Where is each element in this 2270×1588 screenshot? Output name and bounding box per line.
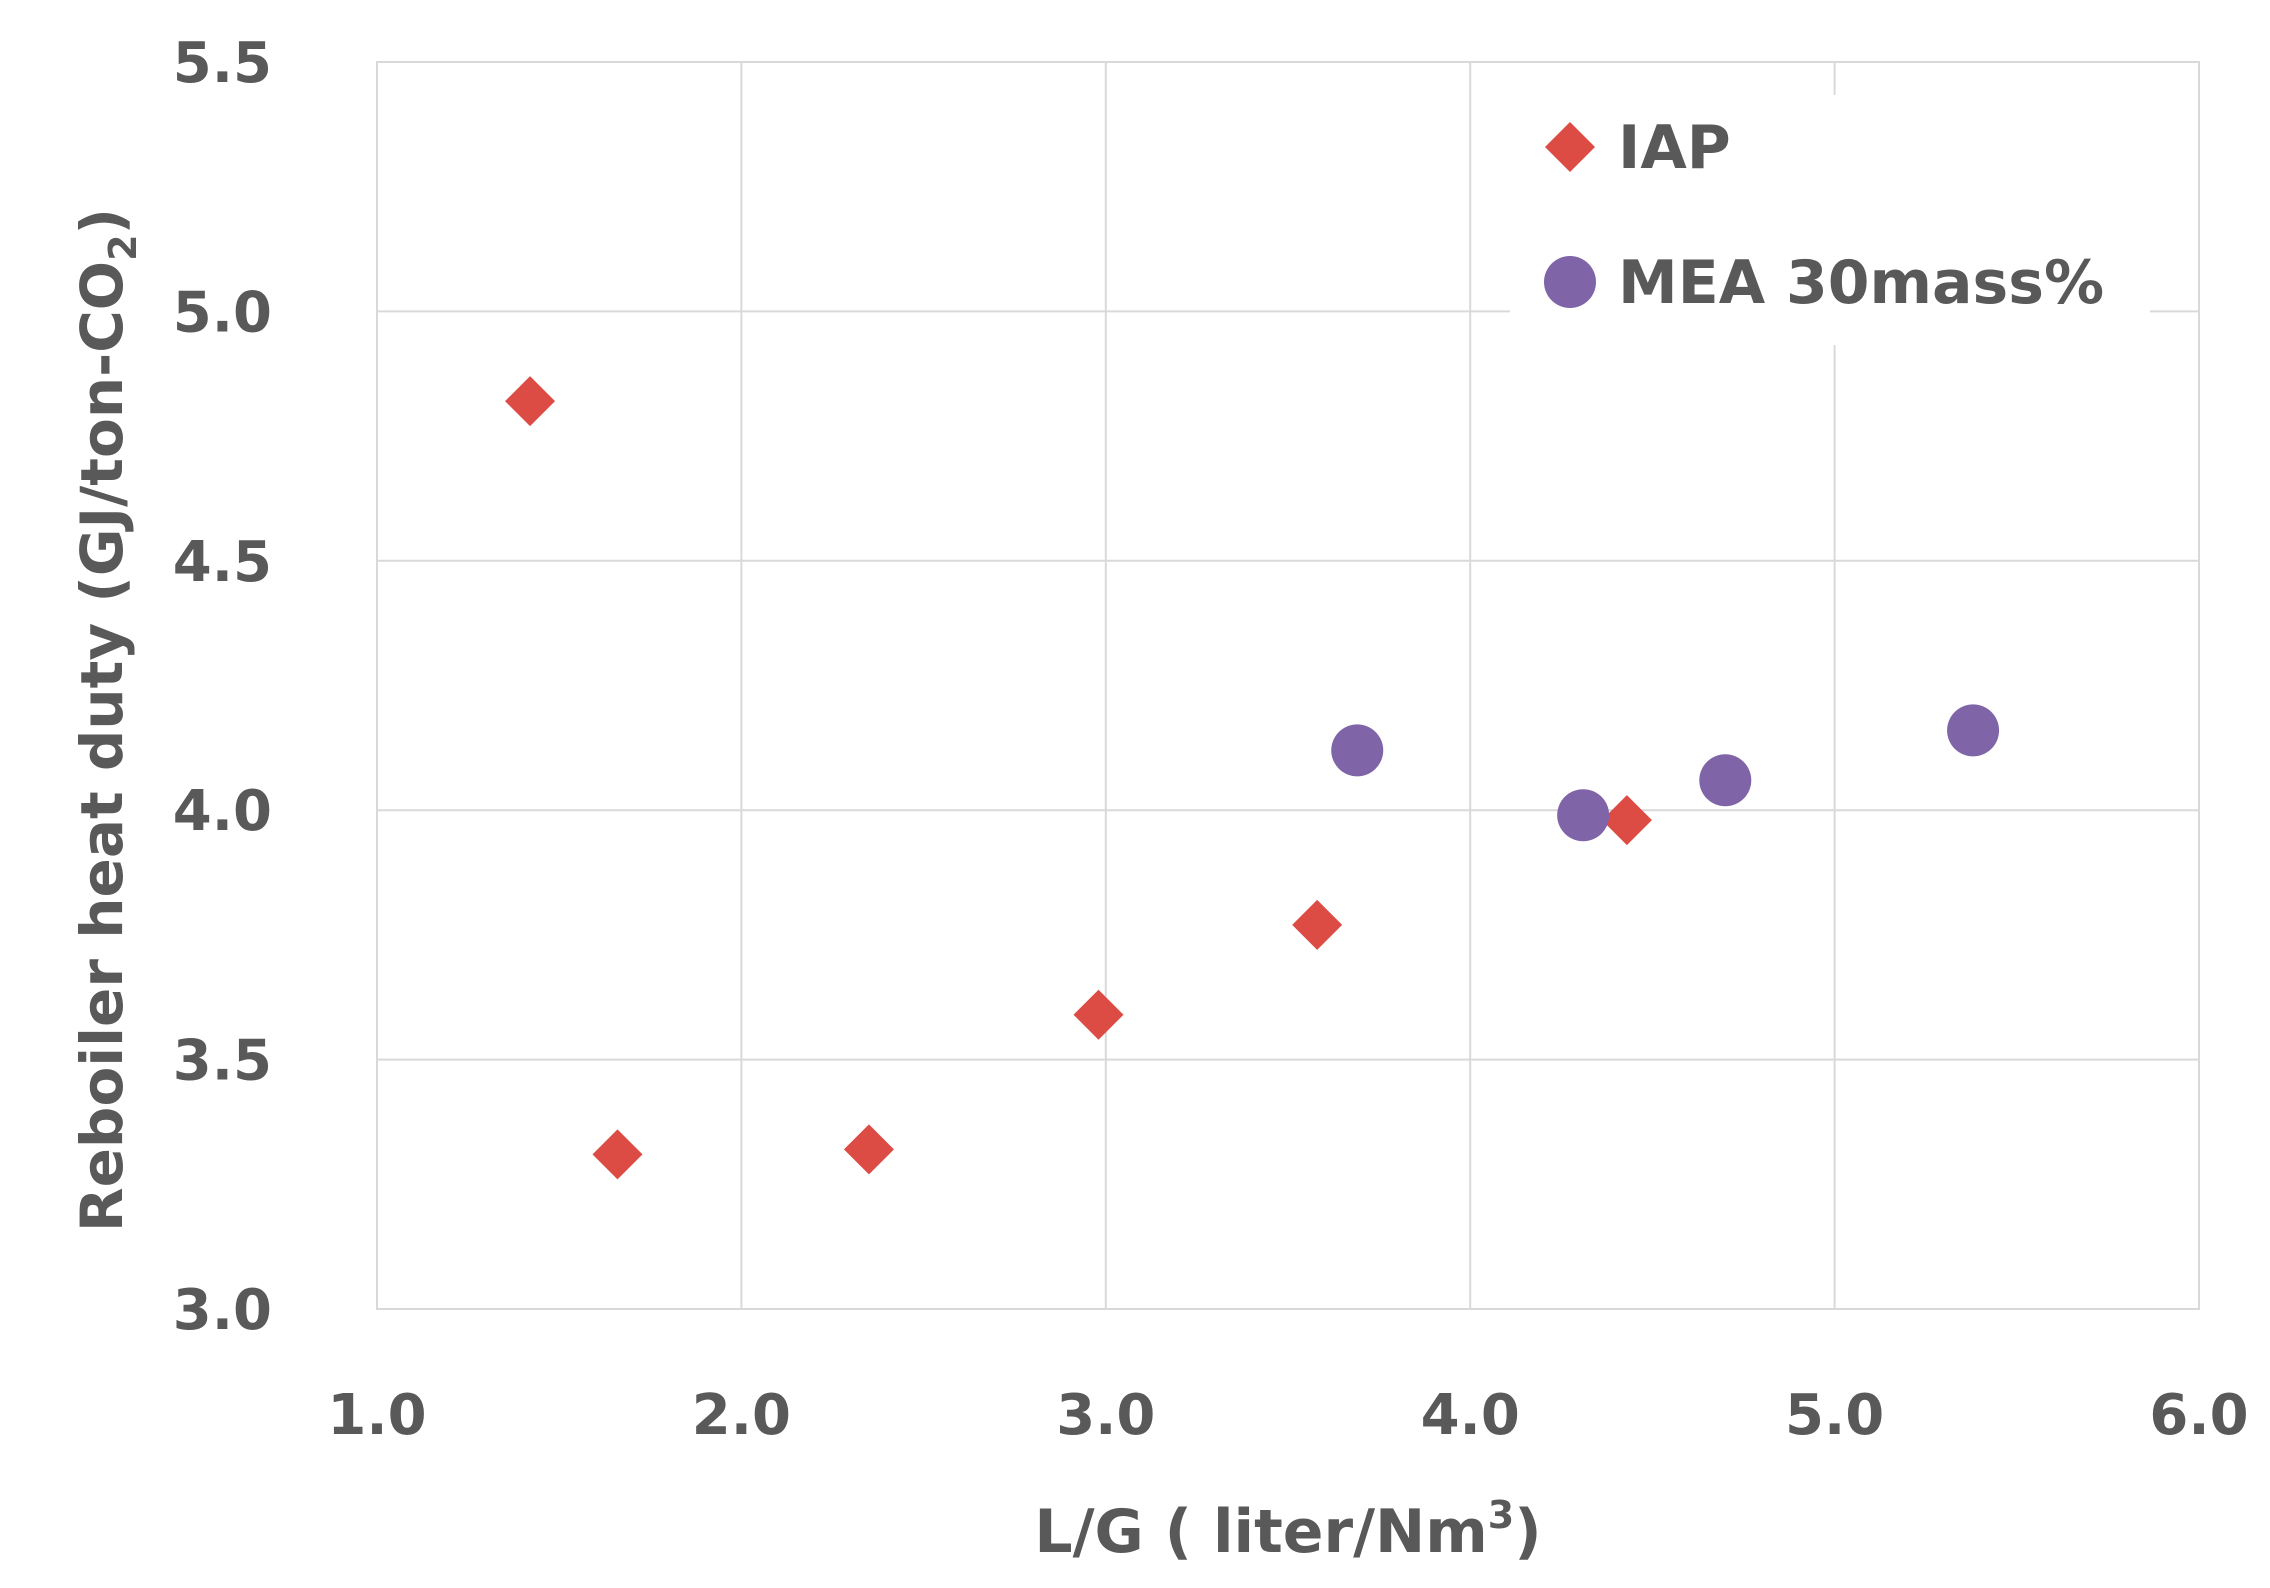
iap-point <box>592 1129 643 1180</box>
iap-point <box>843 1124 894 1175</box>
x-tick-label: 4.0 <box>1421 1383 1520 1448</box>
data-points <box>505 376 2000 1180</box>
iap-point <box>1292 899 1343 950</box>
legend-mea-label: MEA 30mass% <box>1618 248 2104 318</box>
axis-labels: L/G ( liter/Nm3) Reboiler heat duty (GJ/t… <box>68 208 1542 1567</box>
legend-iap-label: IAP <box>1618 113 1731 183</box>
mea-point <box>1699 754 1752 807</box>
iap-point <box>1073 989 1124 1040</box>
x-tick-label: 2.0 <box>692 1383 791 1448</box>
y-tick-label: 3.5 <box>173 1029 272 1094</box>
iap-point <box>1601 795 1652 846</box>
iap-point <box>505 376 556 427</box>
x-tick-label: 6.0 <box>2149 1383 2248 1448</box>
axes: 1.0 2.0 3.0 4.0 5.0 6.0 3.0 3.5 4.0 4.5 5.0 5.5 <box>173 31 2249 1448</box>
y-tick-label: 4.0 <box>173 779 272 844</box>
y-tick-label: 5.5 <box>173 31 272 96</box>
y-tick-label: 5.0 <box>173 280 272 345</box>
x-axis-label: L/G ( liter/Nm3) <box>1034 1493 1541 1567</box>
plot-frame <box>376 61 2200 1310</box>
mea-point <box>1557 789 1610 842</box>
x-tick-label: 3.0 <box>1056 1383 1155 1448</box>
legend-box <box>1510 95 2150 345</box>
y-tick-label: 4.5 <box>173 530 272 595</box>
legend-iap-marker <box>1545 122 1595 172</box>
legend-mea-marker <box>1544 256 1596 308</box>
y-axis-label: Reboiler heat duty (GJ/ton-CO2) <box>68 208 145 1232</box>
mea-point <box>1947 704 2000 757</box>
y-tick-label: 3.0 <box>173 1278 272 1343</box>
x-tick-label: 1.0 <box>327 1383 426 1448</box>
x-tick-label: 5.0 <box>1785 1383 1884 1448</box>
legend: IAP MEA 30mass% <box>1510 95 2150 345</box>
mea-point <box>1331 724 1384 777</box>
